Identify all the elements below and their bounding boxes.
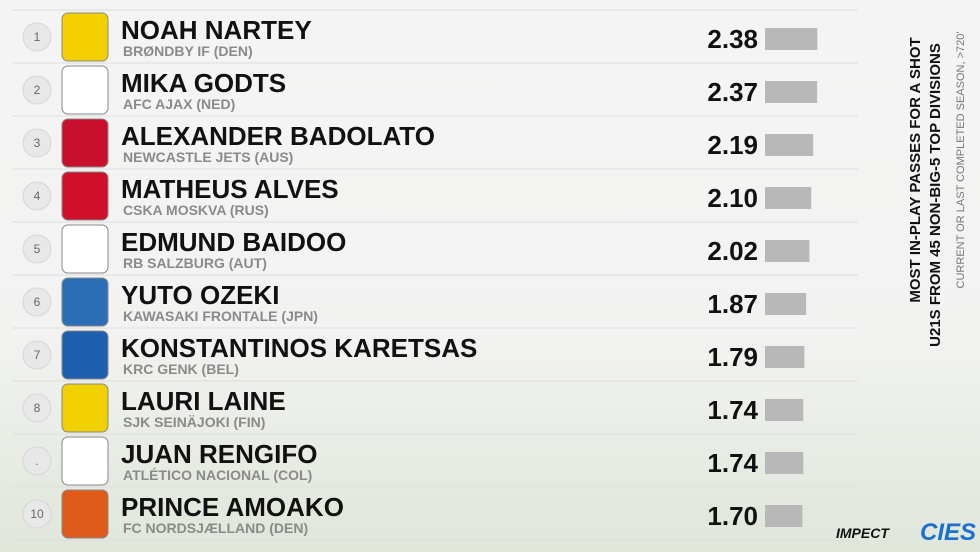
player-name: KONSTANTINOS KARETSAS xyxy=(121,333,477,363)
bar xyxy=(765,240,810,262)
value-label: 2.37 xyxy=(707,77,758,107)
club-name: CSKA MOSKVA (RUS) xyxy=(123,202,269,218)
rank: 8 xyxy=(34,401,41,415)
rank: 1 xyxy=(34,30,41,44)
rank: 10 xyxy=(30,507,44,521)
club-logo xyxy=(61,436,109,486)
club-name: NEWCASTLE JETS (AUS) xyxy=(123,149,293,165)
rank: 5 xyxy=(34,242,41,256)
club-name: RB SALZBURG (AUT) xyxy=(123,255,267,271)
bar xyxy=(765,452,804,474)
bar xyxy=(765,134,814,156)
bar xyxy=(765,505,803,527)
club-name: SJK SEINÄJOKI (FIN) xyxy=(123,414,265,430)
value-label: 2.19 xyxy=(707,130,758,160)
club-name: BRØNDBY IF (DEN) xyxy=(123,43,253,59)
rank: 3 xyxy=(34,136,41,150)
club-logo xyxy=(61,12,109,62)
rank-badge xyxy=(22,128,52,158)
bar xyxy=(765,28,818,50)
rank-badge xyxy=(22,446,52,476)
value-label: 1.79 xyxy=(707,342,758,372)
club-name: ATLÉTICO NACIONAL (COL) xyxy=(123,467,312,483)
player-name: MIKA GODTS xyxy=(121,68,286,98)
chart-subtitle: U21S FROM 45 NON-BIG-5 TOP DIVISIONS xyxy=(927,43,944,347)
club-name: AFC AJAX (NED) xyxy=(123,96,235,112)
chart-title: MOST IN-PLAY PASSES FOR A SHOT xyxy=(907,37,924,302)
rank: . xyxy=(35,454,38,468)
club-logo xyxy=(61,489,109,539)
rank-badge xyxy=(22,75,52,105)
bar xyxy=(765,81,818,103)
value-label: 1.74 xyxy=(707,395,758,425)
impect-logo: IMPECT xyxy=(836,525,890,541)
player-name: NOAH NARTEY xyxy=(121,15,312,45)
club-name: KAWASAKI FRONTALE (JPN) xyxy=(123,308,318,324)
player-name: PRINCE AMOAKO xyxy=(121,492,344,522)
value-label: 1.87 xyxy=(707,289,758,319)
club-logo xyxy=(61,224,109,274)
rank-badge xyxy=(22,499,52,529)
player-name: MATHEUS ALVES xyxy=(121,174,339,204)
player-name: ALEXANDER BADOLATO xyxy=(121,121,435,151)
value-label: 2.38 xyxy=(707,24,758,54)
rank-badge xyxy=(22,22,52,52)
rank: 2 xyxy=(34,83,41,97)
club-name: KRC GENK (BEL) xyxy=(123,361,239,377)
rank-badge xyxy=(22,234,52,264)
rank: 4 xyxy=(34,189,41,203)
bar xyxy=(765,187,812,209)
club-name: FC NORDSJÆLLAND (DEN) xyxy=(123,520,308,536)
club-logo xyxy=(61,383,109,433)
club-logo xyxy=(61,65,109,115)
club-logo xyxy=(61,171,109,221)
bar xyxy=(765,293,807,315)
club-logo xyxy=(61,118,109,168)
player-name: EDMUND BAIDOO xyxy=(121,227,346,257)
cies-logo: CIES xyxy=(920,519,976,546)
value-label: 2.10 xyxy=(707,183,758,213)
rank-badge xyxy=(22,340,52,370)
value-label: 1.70 xyxy=(707,501,758,531)
player-name: YUTO OZEKI xyxy=(121,280,279,310)
value-label: 1.74 xyxy=(707,448,758,478)
chart-note: CURRENT OR LAST COMPLETED SEASON, >720' xyxy=(955,32,967,289)
bar xyxy=(765,346,805,368)
club-logo xyxy=(61,277,109,327)
club-logo xyxy=(61,330,109,380)
rank-badge xyxy=(22,181,52,211)
rank-badge xyxy=(22,393,52,423)
value-label: 2.02 xyxy=(707,236,758,266)
rank: 6 xyxy=(34,295,41,309)
rank-badge xyxy=(22,287,52,317)
rank: 7 xyxy=(34,348,41,362)
player-name: JUAN RENGIFO xyxy=(121,439,317,469)
player-name: LAURI LAINE xyxy=(121,386,286,416)
bar xyxy=(765,399,804,421)
